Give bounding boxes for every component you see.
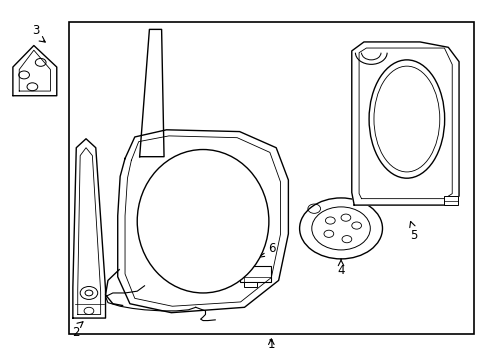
- Polygon shape: [351, 42, 458, 205]
- Bar: [213, 265, 228, 279]
- Text: 5: 5: [409, 229, 417, 243]
- Text: 6: 6: [267, 242, 275, 255]
- Polygon shape: [140, 30, 163, 157]
- FancyBboxPatch shape: [239, 266, 271, 282]
- Ellipse shape: [368, 60, 444, 178]
- Bar: [196, 267, 213, 281]
- Bar: [69, 22, 473, 334]
- Text: 3: 3: [32, 23, 40, 37]
- Ellipse shape: [137, 149, 268, 293]
- Ellipse shape: [373, 66, 439, 172]
- Polygon shape: [118, 130, 288, 313]
- Text: 1: 1: [267, 338, 275, 351]
- Text: 4: 4: [337, 264, 344, 277]
- Bar: [444, 196, 457, 205]
- Bar: [244, 282, 256, 287]
- Text: 2: 2: [72, 326, 80, 339]
